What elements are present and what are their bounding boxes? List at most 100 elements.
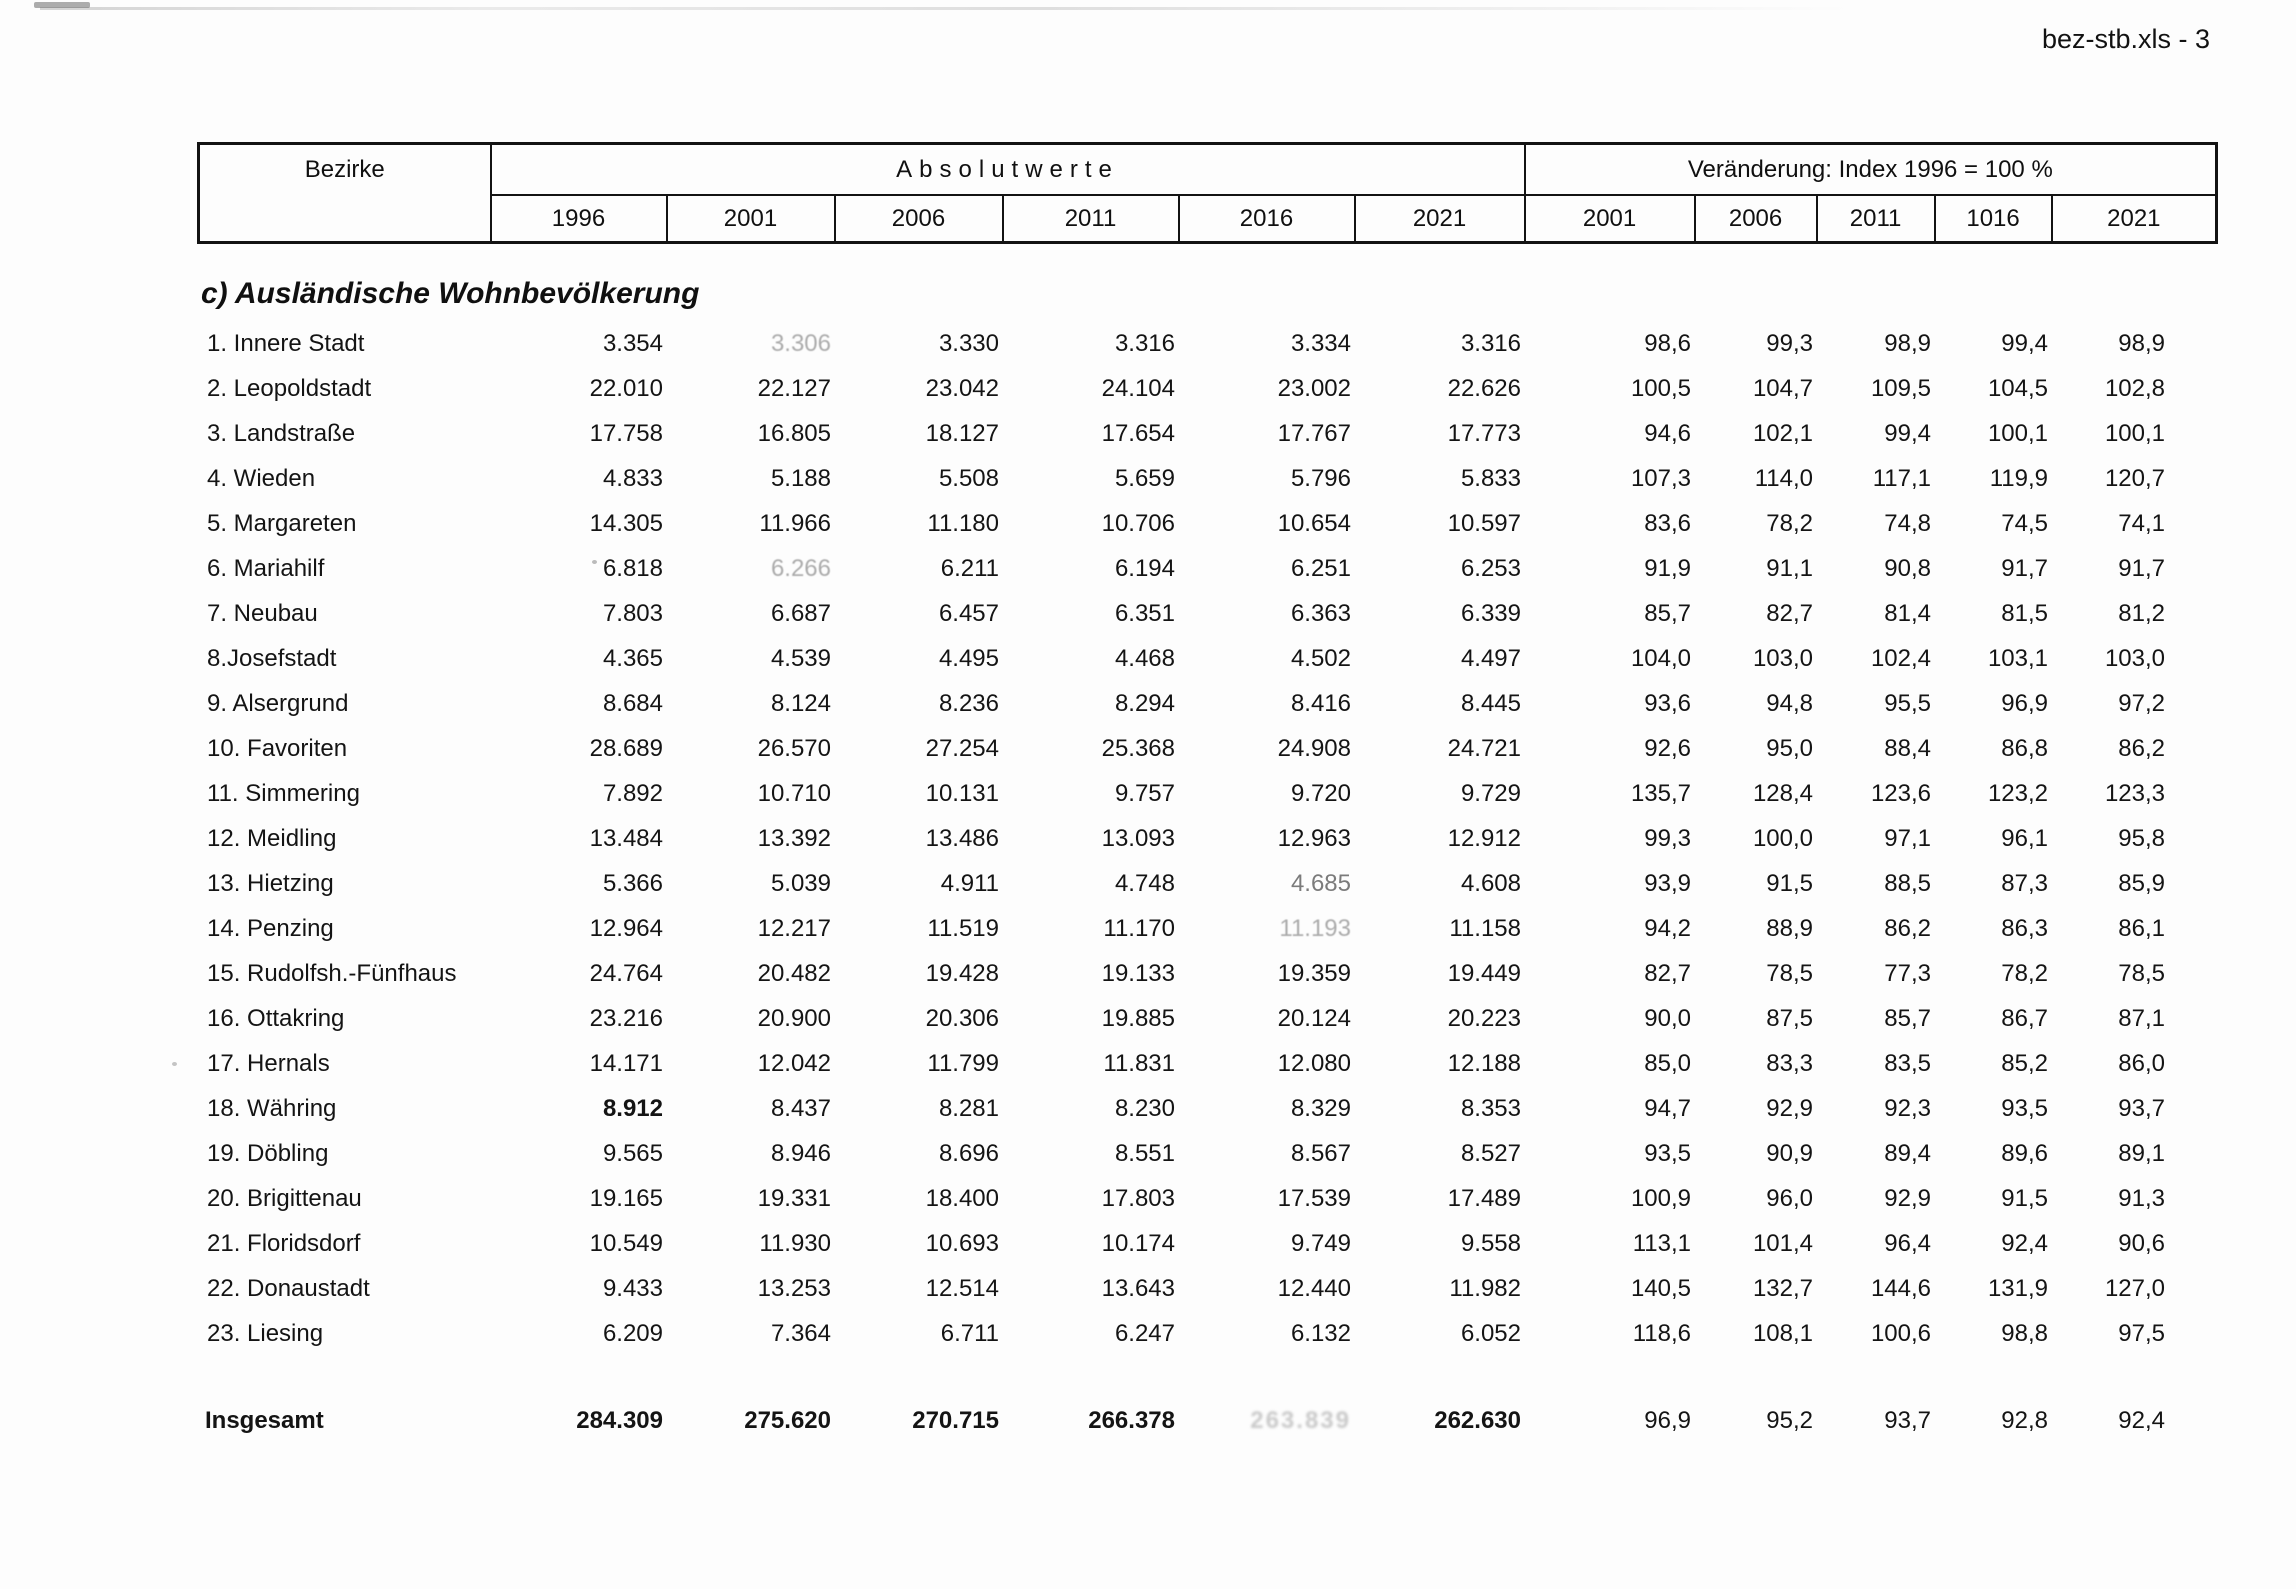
abs-value: 17.758 [589,419,663,447]
index-value: 144,6 [1870,1274,1931,1302]
abs-value: 11.193 [1279,914,1351,942]
index-value: 81,5 [2001,599,2048,627]
index-value: 87,1 [2118,1004,2165,1032]
abs-value: 12.912 [1447,824,1521,852]
abs-value: 4.608 [1460,869,1521,897]
index-value: 96,9 [2001,689,2048,717]
abs-value: 8.437 [770,1094,831,1122]
year-header: 2001 [665,194,836,244]
scan-dot-artifact [592,560,597,564]
index-value: 83,3 [1766,1049,1813,1077]
abs-value: 5.508 [938,464,999,492]
index-value: 90,0 [1644,1004,1691,1032]
year-header: 2016 [1177,194,1356,244]
district-label: 12. Meidling [207,824,337,852]
index-value: 100,5 [1630,374,1691,402]
total-abs-value: 275.620 [744,1406,831,1434]
scan-dot-artifact [172,1062,177,1066]
table-row: 4. Wieden 4.833 5.188 5.508 5.659 5.796 5.833 1… [197,456,2215,501]
abs-value: 19.885 [1101,1004,1175,1032]
index-value: 90,8 [1884,554,1931,582]
abs-value: 10.654 [1277,509,1351,537]
index-value: 100,9 [1630,1184,1691,1212]
table-row: 11. Simmering 7.892 10.710 10.131 9.757 9.720… [197,771,2215,816]
abs-value: 17.539 [1277,1184,1351,1212]
index-value: 96,0 [1766,1184,1813,1212]
index-value: 91,9 [1644,554,1691,582]
district-label: 2. Leopoldstadt [207,374,372,402]
abs-value: 4.833 [602,464,663,492]
abs-value: 28.689 [589,734,663,762]
abs-value: 17.489 [1447,1184,1521,1212]
index-value: 123,2 [1987,779,2048,807]
index-value: 86,1 [2118,914,2165,942]
abs-value: 8.294 [1114,689,1175,717]
total-index-value: 92,4 [2118,1406,2165,1434]
abs-value: 13.484 [589,824,663,852]
index-value: 94,6 [1644,419,1691,447]
total-index-value: 93,7 [1884,1406,1931,1434]
abs-value: 6.251 [1290,554,1351,582]
abs-value: 6.818 [602,554,663,582]
index-value: 135,7 [1630,779,1691,807]
abs-value: 8.567 [1290,1139,1351,1167]
abs-value: 7.364 [770,1319,831,1347]
index-value: 78,2 [2001,959,2048,987]
abs-value: 13.643 [1101,1274,1175,1302]
district-label: 21. Floridsdorf [207,1229,361,1257]
abs-value: 6.052 [1460,1319,1521,1347]
index-value: 90,6 [2118,1229,2165,1257]
abs-value: 11.930 [759,1229,831,1257]
abs-value: 19.359 [1277,959,1351,987]
district-label: 9. Alsergrund [207,689,349,717]
district-label: 15. Rudolfsh.-Fünfhaus [207,959,457,987]
index-value: 85,7 [1644,599,1691,627]
abs-value: 25.368 [1101,734,1175,762]
district-label: 5. Margareten [207,509,357,537]
abs-value: 10.693 [925,1229,999,1257]
total-abs-value: 284.309 [576,1406,663,1434]
abs-value: 9.565 [602,1139,663,1167]
index-value: 99,3 [1644,824,1691,852]
table-row: 21. Floridsdorf 10.549 11.930 10.693 10.174 9… [197,1221,2215,1266]
index-value: 85,7 [1884,1004,1931,1032]
abs-value: 10.597 [1447,509,1521,537]
abs-value: 24.764 [589,959,663,987]
index-year-header: 1016 [1933,194,2053,244]
index-value: 95,8 [2118,824,2165,852]
abs-value: 6.711 [940,1319,999,1347]
table-row: 12. Meidling 13.484 13.392 13.486 13.093 12.9… [197,816,2215,861]
index-value: 98,9 [1884,329,1931,357]
abs-value: 11.966 [759,509,831,537]
district-label: 23. Liesing [207,1319,324,1347]
table-row: 10. Favoriten 28.689 26.570 27.254 25.368 24.… [197,726,2215,771]
abs-value: 10.549 [589,1229,663,1257]
index-value: 92,3 [1884,1094,1931,1122]
index-value: 77,3 [1884,959,1931,987]
index-value: 108,1 [1752,1319,1813,1347]
table-row: 20. Brigittenau 19.165 19.331 18.400 17.803 1… [197,1176,2215,1221]
abs-value: 7.803 [602,599,663,627]
abs-value: 13.392 [757,824,831,852]
index-value: 92,9 [1884,1184,1931,1212]
index-value: 85,0 [1644,1049,1691,1077]
abs-value: 4.468 [1114,644,1175,672]
index-value: 89,6 [2001,1139,2048,1167]
index-value: 131,9 [1987,1274,2048,1302]
abs-value: 23.042 [925,374,999,402]
abs-value: 12.964 [589,914,663,942]
abs-value: 11.180 [927,509,999,537]
abs-value: 9.749 [1290,1229,1351,1257]
abs-value: 8.912 [602,1094,663,1122]
index-value: 88,4 [1884,734,1931,762]
abs-value: 8.445 [1460,689,1521,717]
abs-value: 17.803 [1101,1184,1175,1212]
corner-header-bezirke: Bezirke [197,142,492,244]
abs-value: 6.457 [938,599,999,627]
abs-value: 6.209 [602,1319,663,1347]
abs-value: 12.188 [1447,1049,1521,1077]
abs-value: 8.684 [602,689,663,717]
file-reference-note: bez-stb.xls - 3 [2041,24,2210,54]
index-value: 93,6 [1644,689,1691,717]
section-title: c) Ausländische Wohnbevölkerung [201,277,700,310]
